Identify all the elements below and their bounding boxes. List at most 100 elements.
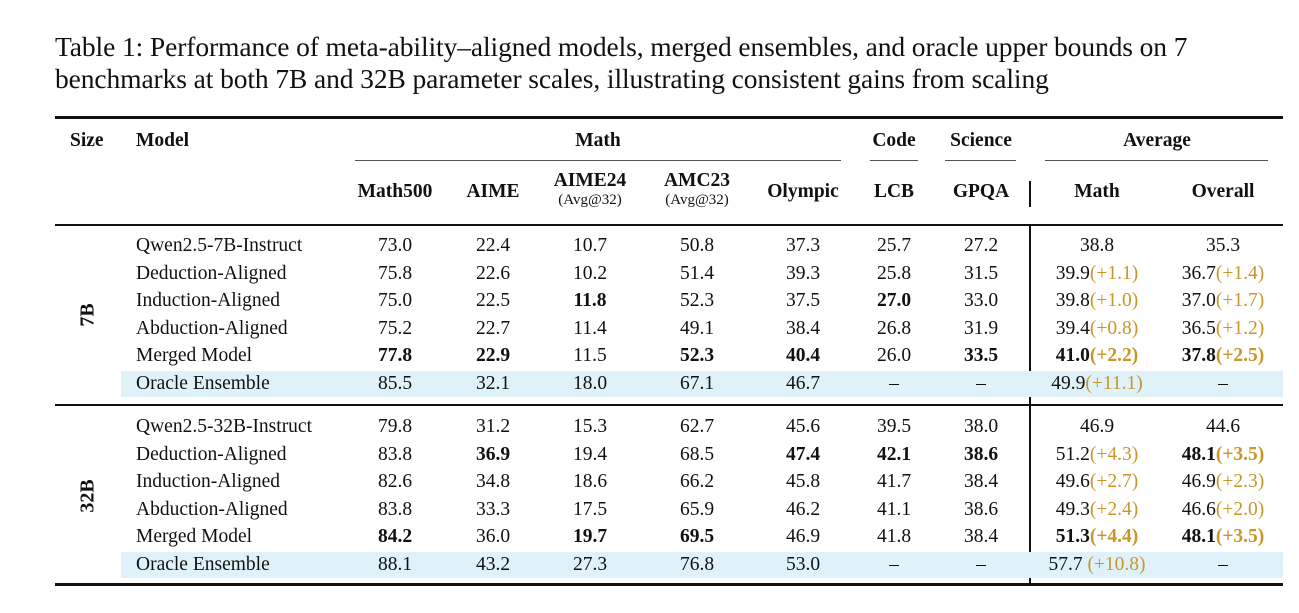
column-header: Math: [1074, 181, 1120, 203]
cell-delta: (+2.4): [1089, 498, 1139, 520]
cell-value: 75.2: [377, 317, 413, 339]
cell-value: 39.4: [1055, 317, 1090, 339]
column-header: AIME24 (Avg@32): [554, 170, 627, 209]
cell-value: 38.0: [963, 416, 999, 437]
table-cell: 68.5: [680, 444, 714, 466]
cell-value: 83.8: [377, 443, 413, 465]
cell-value: 38.4: [785, 317, 821, 339]
size-label: 7B: [76, 303, 99, 327]
table-cell: 25.8: [877, 263, 911, 285]
table-cell: 15.3: [573, 416, 607, 438]
cell-value: 33.5: [963, 345, 999, 367]
table-cell: 75.2: [378, 318, 412, 340]
cell-value: 11.4: [573, 317, 607, 339]
cell-value: 46.7: [785, 373, 821, 394]
cell-value: 27.0: [876, 290, 912, 312]
column-header: AIME: [466, 181, 519, 203]
cell-value: –: [889, 554, 899, 575]
cell-value: 10.2: [572, 262, 608, 284]
cell-delta: (+10.8): [1082, 554, 1146, 575]
table-cell: 73.0: [378, 235, 412, 257]
table-cell: 36.0: [476, 526, 510, 548]
table-cell: 38.0: [964, 416, 998, 438]
table-cell: 36.5(+1.2): [1182, 318, 1265, 340]
column-header-name: Math500: [357, 181, 433, 202]
cell-value: 51.4: [679, 262, 715, 284]
table-cell: 33.3: [476, 499, 510, 521]
cell-delta: (+1.2): [1215, 317, 1265, 339]
cell-value: 41.7: [876, 471, 912, 493]
code-group-rule: [870, 160, 918, 161]
table-cell: 45.6: [786, 416, 820, 438]
cell-value: 19.7: [572, 526, 608, 548]
header-model: Model: [136, 130, 190, 151]
table-cell: 34.8: [476, 471, 510, 493]
cell-value: 44.6: [1205, 416, 1241, 437]
column-header: Overall: [1192, 181, 1255, 203]
column-header: GPQA: [953, 181, 1009, 203]
table-cell: 31.5: [964, 263, 998, 285]
cell-value: 40.4: [785, 345, 821, 367]
column-header-name: Olympic: [767, 181, 839, 202]
table-cell: 51.4: [680, 263, 714, 285]
table-cell: 39.4(+0.8): [1056, 318, 1139, 340]
table-cell: 22.5: [476, 290, 510, 312]
table-cell: 39.8(+1.0): [1056, 290, 1139, 312]
cell-value: 32.1: [475, 373, 511, 394]
table-cell: 10.7: [573, 235, 607, 257]
table-caption: Table 1: Performance of meta-ability–ali…: [55, 31, 1188, 94]
cell-value: 46.9: [785, 526, 821, 548]
column-header-name: AMC23: [663, 170, 731, 191]
cell-value: 66.2: [679, 471, 715, 493]
table-cell: 46.9(+2.3): [1182, 471, 1265, 493]
cell-value: 25.7: [876, 235, 912, 256]
cell-value: 36.0: [475, 526, 511, 548]
cell-value: 85.5: [377, 373, 413, 394]
cell-value: 39.9: [1055, 262, 1090, 284]
table-cell: 41.0(+2.2): [1056, 345, 1139, 367]
table-cell: 88.1: [378, 554, 412, 576]
table-cell: 45.8: [786, 471, 820, 493]
group-average: Average: [1123, 130, 1191, 151]
table-cell: 46.9: [1080, 416, 1114, 438]
table-cell: 33.0: [964, 290, 998, 312]
cell-value: 41.8: [876, 526, 912, 548]
cell-value: 67.1: [679, 373, 715, 394]
cell-value: –: [889, 373, 899, 394]
average-separator-body: [1029, 225, 1031, 583]
cell-value: 22.4: [475, 235, 511, 256]
table-cell: –: [889, 554, 899, 576]
oracle-highlight-7b: [121, 371, 1283, 397]
cell-value: 38.6: [963, 443, 999, 465]
cell-value: 22.5: [475, 290, 511, 312]
cell-delta: (+3.5): [1215, 443, 1265, 465]
table-cell: 37.5: [786, 290, 820, 312]
table-cell: 39.3: [786, 263, 820, 285]
table-cell: 19.4: [573, 444, 607, 466]
table-cell: 76.8: [680, 554, 714, 576]
cell-value: 49.9: [1051, 373, 1086, 394]
cell-value: 82.6: [377, 471, 413, 493]
column-header-name: AIME24: [553, 170, 627, 191]
cell-value: 73.0: [377, 235, 413, 256]
model-name: Merged Model: [136, 526, 253, 548]
column-header-sub: (Avg@32): [558, 192, 622, 208]
group-math: Math: [575, 130, 621, 151]
table-cell: 35.3: [1206, 235, 1240, 257]
table-cell: 38.4: [964, 471, 998, 493]
model-name: Qwen2.5-7B-Instruct: [136, 235, 303, 256]
table-cell: 22.9: [476, 345, 510, 367]
cell-delta: (+1.7): [1215, 290, 1265, 312]
cell-value: 52.3: [679, 345, 715, 367]
table-cell: 17.5: [573, 499, 607, 521]
cell-value: 37.8: [1181, 345, 1216, 367]
math-group-rule: [355, 160, 841, 161]
cell-value: 37.3: [785, 235, 821, 256]
column-header-sub: (Avg@32): [665, 192, 729, 208]
table-cell: 32.1: [476, 373, 510, 395]
cell-value: 51.2: [1055, 443, 1090, 465]
cell-value: 51.3: [1055, 526, 1090, 548]
cell-value: 39.3: [785, 262, 821, 284]
table-cell: 38.6: [964, 444, 998, 466]
cell-delta: (+2.7): [1089, 471, 1139, 493]
